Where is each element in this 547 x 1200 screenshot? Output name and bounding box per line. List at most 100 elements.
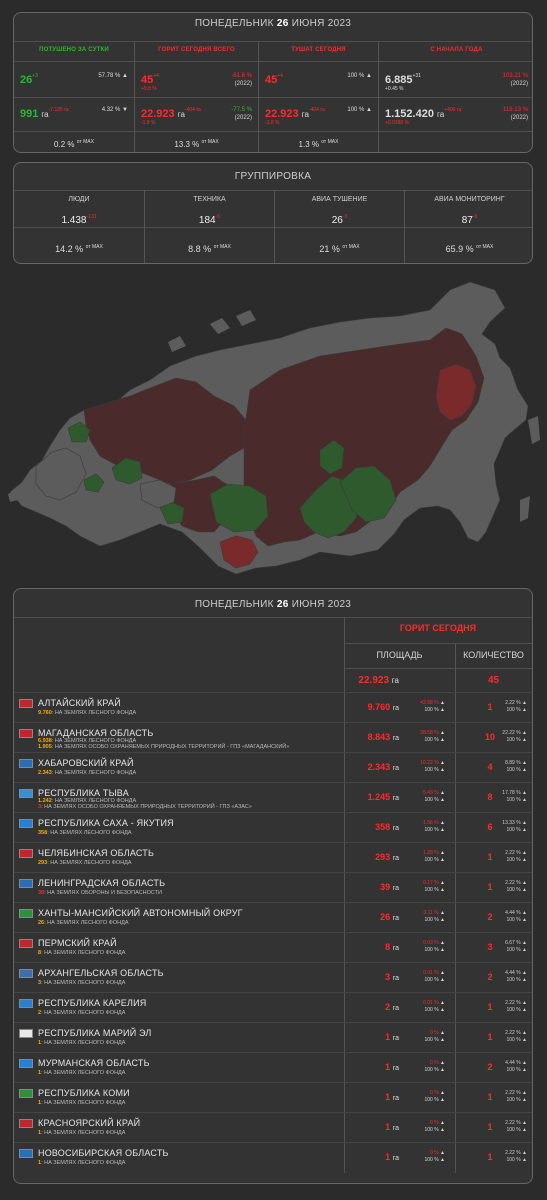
divider	[455, 933, 456, 963]
map-region-calm[interactable]	[35, 447, 87, 501]
map-island	[528, 416, 540, 444]
region-flag-icon	[19, 789, 33, 798]
region-area-percent: 0.17 % ▲ 100 % ▲	[423, 880, 445, 893]
region-flag-icon	[19, 909, 33, 918]
region-name[interactable]: РЕСПУБЛИКА ТЫВА	[38, 788, 129, 798]
divider	[344, 643, 532, 644]
region-name[interactable]: РЕСПУБЛИКА КОМИ	[38, 1088, 130, 1098]
map-region-extinguished[interactable]	[67, 421, 91, 443]
region-flag-icon	[19, 1149, 33, 1158]
region-name[interactable]: РЕСПУБЛИКА САХА - ЯКУТИЯ	[38, 818, 174, 828]
summary-date-title: ПОНЕДЕЛЬНИК 26 ИЮНЯ 2023	[194, 18, 352, 29]
region-area: 1 га	[385, 1062, 399, 1072]
region-area-percent: 38.58 % ▲ 100 % ▲	[420, 730, 445, 743]
region-fire-count: 2	[487, 972, 493, 982]
region-area-percent: 0.01 % ▲ 100 % ▲	[423, 970, 445, 983]
map-region-top-burning[interactable]	[219, 535, 259, 569]
region-name[interactable]: РЕСПУБЛИКА КАРЕЛИЯ	[38, 998, 147, 1008]
region-name[interactable]: РЕСПУБЛИКА МАРИЙ ЭЛ	[38, 1028, 152, 1038]
region-land-detail: 1: НА ЗЕМЛЯХ ЛЕСНОГО ФОНДА	[38, 1040, 126, 1046]
map-region-extinguished[interactable]	[209, 483, 269, 533]
summary-count: 45+4	[265, 73, 283, 86]
group-percent-of-max: 14.2 % от MAX	[55, 244, 103, 254]
divider	[344, 993, 345, 1023]
divider	[135, 97, 258, 98]
group-column: АВИА ТУШЕНИЕ 26-3 21 % от MAX	[274, 190, 404, 263]
map-region-extinguished[interactable]	[319, 439, 345, 475]
summary-column-header: ГОРИТ СЕГОДНЯ ВСЕГО	[158, 47, 235, 53]
region-count-percent: 4.44 % ▲ 100 % ▲	[505, 970, 527, 983]
region-name[interactable]: МАГАДАНСКАЯ ОБЛАСТЬ	[38, 728, 154, 738]
region-land-detail: 3: НА ЗЕМЛЯХ ЛЕСНОГО ФОНДА	[38, 980, 126, 986]
region-name[interactable]: ЧЕЛЯБИНСКАЯ ОБЛАСТЬ	[38, 848, 155, 858]
summary-column-header: С НАЧАЛА ГОДА	[430, 47, 483, 53]
region-land-detail: 2: НА ЗЕМЛЯХ ЛЕСНОГО ФОНДА	[38, 1010, 126, 1016]
region-fire-count: 1	[487, 702, 493, 712]
table-row[interactable]: РЕСПУБЛИКА ТЫВА 1.242: НА ЗЕМЛЯХ ЛЕСНОГО …	[14, 782, 532, 813]
table-row[interactable]: АРХАНГЕЛЬСКАЯ ОБЛАСТЬ 3: НА ЗЕМЛЯХ ЛЕСНОГ…	[14, 962, 532, 993]
summary-area-percent: -77.5 % (2022)	[231, 107, 252, 121]
table-row[interactable]: РЕСПУБЛИКА КОМИ 1: НА ЗЕМЛЯХ ЛЕСНОГО ФОНД…	[14, 1082, 532, 1113]
group-value: 184-5	[198, 214, 221, 226]
summary-column-header: ПОТУШЕНО ЗА СУТКИ	[39, 47, 109, 53]
map-island	[520, 496, 530, 522]
region-name[interactable]: НОВОСИБИРСКАЯ ОБЛАСТЬ	[38, 1148, 169, 1158]
column-header-count[interactable]: КОЛИЧЕСТВО	[463, 650, 524, 660]
map-region-extinguished[interactable]	[339, 465, 397, 523]
region-area-percent: 0.03 % ▲ 100 % ▲	[423, 940, 445, 953]
table-row[interactable]: РЕСПУБЛИКА МАРИЙ ЭЛ 1: НА ЗЕМЛЯХ ЛЕСНОГО …	[14, 1022, 532, 1053]
russia-fire-map[interactable]	[0, 270, 547, 582]
divider	[455, 813, 456, 843]
table-row[interactable]: АЛТАЙСКИЙ КРАЙ 9.760: НА ЗЕМЛЯХ ЛЕСНОГО Ф…	[14, 692, 532, 723]
summary-area-percent: 4.32 % ▼	[101, 107, 128, 113]
region-name[interactable]: АРХАНГЕЛЬСКАЯ ОБЛАСТЬ	[38, 968, 164, 978]
table-row[interactable]: ХАНТЫ-МАНСИЙСКИЙ АВТОНОМНЫЙ ОКРУГ 26: НА …	[14, 902, 532, 933]
divider	[344, 903, 345, 933]
map-region-top-burning[interactable]	[435, 363, 477, 421]
table-row[interactable]: КРАСНОЯРСКИЙ КРАЙ 1: НА ЗЕМЛЯХ ЛЕСНОГО ФО…	[14, 1112, 532, 1143]
region-count-percent: 2.22 % ▲ 100 % ▲	[505, 1120, 527, 1133]
region-area-percent: 0 % ▲ 100 % ▲	[424, 1090, 445, 1103]
table-row[interactable]: РЕСПУБЛИКА КАРЕЛИЯ 2: НА ЗЕМЛЯХ ЛЕСНОГО Ф…	[14, 992, 532, 1023]
region-name[interactable]: КРАСНОЯРСКИЙ КРАЙ	[38, 1118, 141, 1128]
table-row[interactable]: ХАБАРОВСКИЙ КРАЙ 2.343: НА ЗЕМЛЯХ ЛЕСНОГО…	[14, 752, 532, 783]
divider	[455, 1023, 456, 1053]
region-area-percent: 5.43 % ▲ 100 % ▲	[423, 790, 445, 803]
table-row[interactable]: РЕСПУБЛИКА САХА - ЯКУТИЯ 358: НА ЗЕМЛЯХ Л…	[14, 812, 532, 843]
map-region-burning[interactable]	[83, 377, 247, 485]
region-area: 1 га	[385, 1092, 399, 1102]
region-count-percent: 4.44 % ▲ 100 % ▲	[505, 910, 527, 923]
region-area-percent: 0 % ▲ 100 % ▲	[424, 1060, 445, 1073]
summary-area-percent: 100 % ▲	[347, 107, 372, 113]
map-region-extinguished[interactable]	[83, 473, 105, 493]
divider	[14, 227, 532, 228]
table-row[interactable]: ЧЕЛЯБИНСКАЯ ОБЛАСТЬ 293: НА ЗЕМЛЯХ ЛЕСНОГ…	[14, 842, 532, 873]
table-row[interactable]: МАГАДАНСКАЯ ОБЛАСТЬ 6.938: НА ЗЕМЛЯХ ЛЕСН…	[14, 722, 532, 753]
table-row[interactable]: ПЕРМСКИЙ КРАЙ 8: НА ЗЕМЛЯХ ЛЕСНОГО ФОНДА 8…	[14, 932, 532, 963]
divider	[344, 783, 345, 813]
table-row[interactable]: ЛЕНИНГРАДСКАЯ ОБЛАСТЬ 39: НА ЗЕМЛЯХ ОБОРО…	[14, 872, 532, 903]
region-name[interactable]: АЛТАЙСКИЙ КРАЙ	[38, 698, 121, 708]
table-row[interactable]: МУРМАНСКАЯ ОБЛАСТЬ 1: НА ЗЕМЛЯХ ЛЕСНОГО Ф…	[14, 1052, 532, 1083]
map-region-burning[interactable]	[243, 327, 485, 547]
column-header-area[interactable]: ПЛОЩАДЬ	[376, 650, 423, 660]
region-name[interactable]: ПЕРМСКИЙ КРАЙ	[38, 938, 117, 948]
divider	[14, 41, 532, 42]
map-region-calm[interactable]	[139, 479, 177, 509]
region-name[interactable]: ХАНТЫ-МАНСИЙСКИЙ АВТОНОМНЫЙ ОКРУГ	[38, 908, 243, 918]
divider	[455, 1113, 456, 1143]
table-row[interactable]: НОВОСИБИРСКАЯ ОБЛАСТЬ 1: НА ЗЕМЛЯХ ЛЕСНОГ…	[14, 1142, 532, 1173]
region-land-detail: 39: НА ЗЕМЛЯХ ОБОРОНЫ И БЕЗОПАСНОСТИ	[38, 890, 162, 896]
region-fire-count: 3	[487, 942, 493, 952]
region-flag-icon	[19, 849, 33, 858]
group-column: АВИА МОНИТОРИНГ 87-6 65.9 % от MAX	[404, 190, 532, 263]
region-fire-count: 2	[487, 1062, 493, 1072]
summary-area: 991 га-7.125 га	[20, 107, 69, 120]
region-name[interactable]: ЛЕНИНГРАДСКАЯ ОБЛАСТЬ	[38, 878, 166, 888]
map-region-extinguished[interactable]	[111, 457, 143, 485]
region-name[interactable]: ХАБАРОВСКИЙ КРАЙ	[38, 758, 134, 768]
region-name[interactable]: МУРМАНСКАЯ ОБЛАСТЬ	[38, 1058, 150, 1068]
group-column-header: АВИА ТУШЕНИЕ	[311, 196, 368, 203]
region-flag-icon	[19, 939, 33, 948]
summary-count: 6.885+31 +0.45 %	[385, 73, 422, 92]
